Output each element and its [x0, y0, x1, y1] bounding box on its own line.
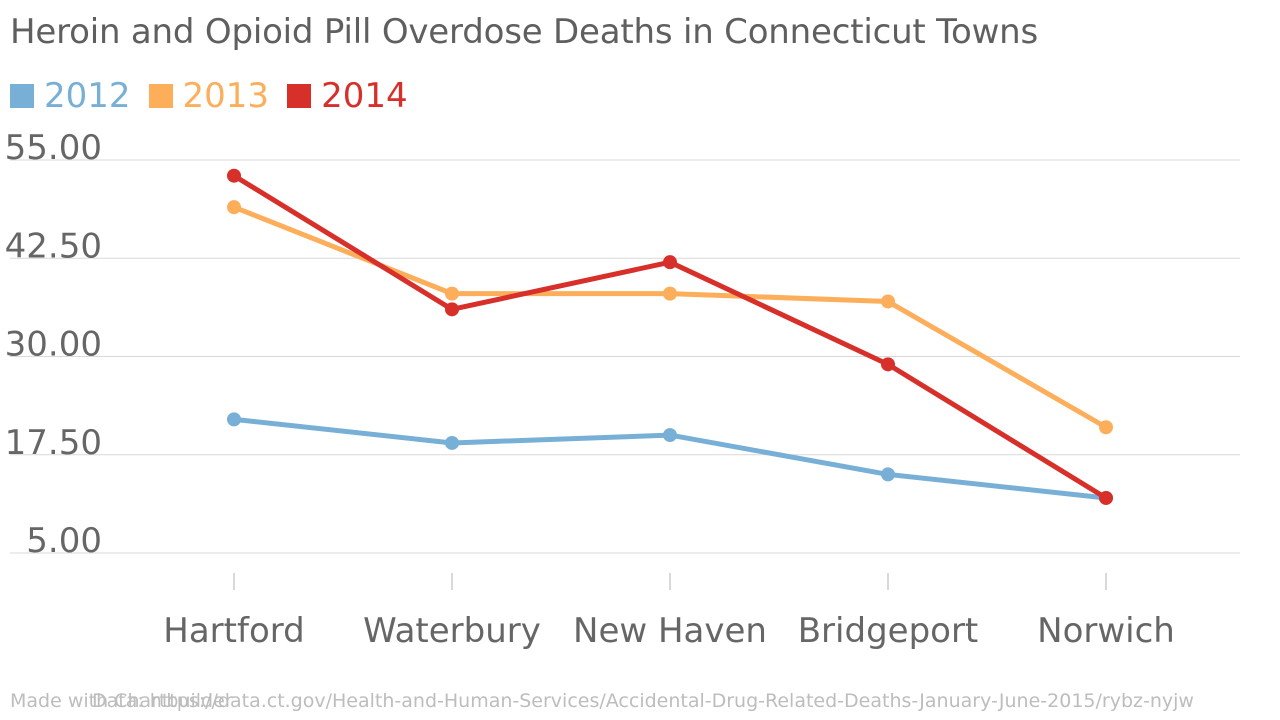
legend-label-2012: 2012 [44, 76, 131, 116]
made-with-credit: Made with Chartbuilder [10, 690, 233, 712]
series-line-2014 [231, 173, 1109, 501]
data-point-2012 [445, 435, 459, 450]
data-point-2014 [881, 357, 895, 372]
y-tick-label: 17.50 [5, 423, 102, 463]
data-point-2014 [227, 168, 241, 183]
y-tick-label: 5.00 [26, 521, 102, 561]
data-point-2013 [1099, 420, 1113, 435]
y-tick-label: 55.00 [5, 128, 102, 168]
legend-swatch-2013 [148, 84, 173, 108]
data-source-credit: Data: https://data.ct.gov/Health-and-Hum… [92, 690, 1194, 712]
data-point-2014 [1099, 490, 1113, 505]
y-axis-tick-labels: 5.00 17.50 30.00 42.50 55.00 [5, 128, 102, 561]
data-point-2013 [445, 286, 459, 301]
data-point-2013 [227, 200, 241, 215]
legend-swatch-2014 [287, 84, 312, 108]
series-2012 [227, 412, 1113, 505]
x-tick-label: New Haven [573, 611, 767, 651]
series-2014 [227, 168, 1113, 505]
data-point-2014 [445, 302, 459, 317]
series-2013 [227, 200, 1113, 435]
x-tick-label: Bridgeport [798, 611, 979, 651]
data-point-2012 [227, 412, 241, 427]
legend-item-2012: 2012 [10, 76, 131, 116]
y-tick-label: 30.00 [5, 325, 102, 365]
x-tick-label: Norwich [1037, 611, 1175, 651]
chart-title: Heroin and Opioid Pill Overdose Deaths i… [10, 12, 1039, 52]
x-axis: Hartford Waterbury New Haven Bridgeport Norw… [163, 573, 1175, 651]
legend-label-2013: 2013 [182, 76, 270, 116]
data-point-2014 [663, 255, 677, 270]
x-tick-label: Hartford [163, 611, 304, 651]
series-lines [227, 168, 1113, 505]
chart-legend: 2012 2013 2014 [10, 76, 426, 116]
legend-swatch-2012 [10, 84, 34, 108]
series-line-2013 [231, 204, 1109, 430]
data-point-2013 [881, 294, 895, 309]
data-point-2012 [663, 428, 677, 443]
line-chart: 5.00 17.50 30.00 42.50 55.00 Hartford Waterbu… [5, 128, 1240, 651]
x-tick-label: Waterbury [363, 611, 541, 651]
y-tick-label: 42.50 [5, 226, 102, 266]
data-point-2012 [881, 467, 895, 482]
legend-item-2013: 2013 [148, 76, 270, 116]
chart-footer: Made with Chartbuilder Data: https://dat… [10, 690, 1272, 714]
legend-item-2014: 2014 [287, 76, 408, 116]
data-point-2013 [663, 286, 677, 301]
legend-label-2014: 2014 [321, 76, 408, 116]
